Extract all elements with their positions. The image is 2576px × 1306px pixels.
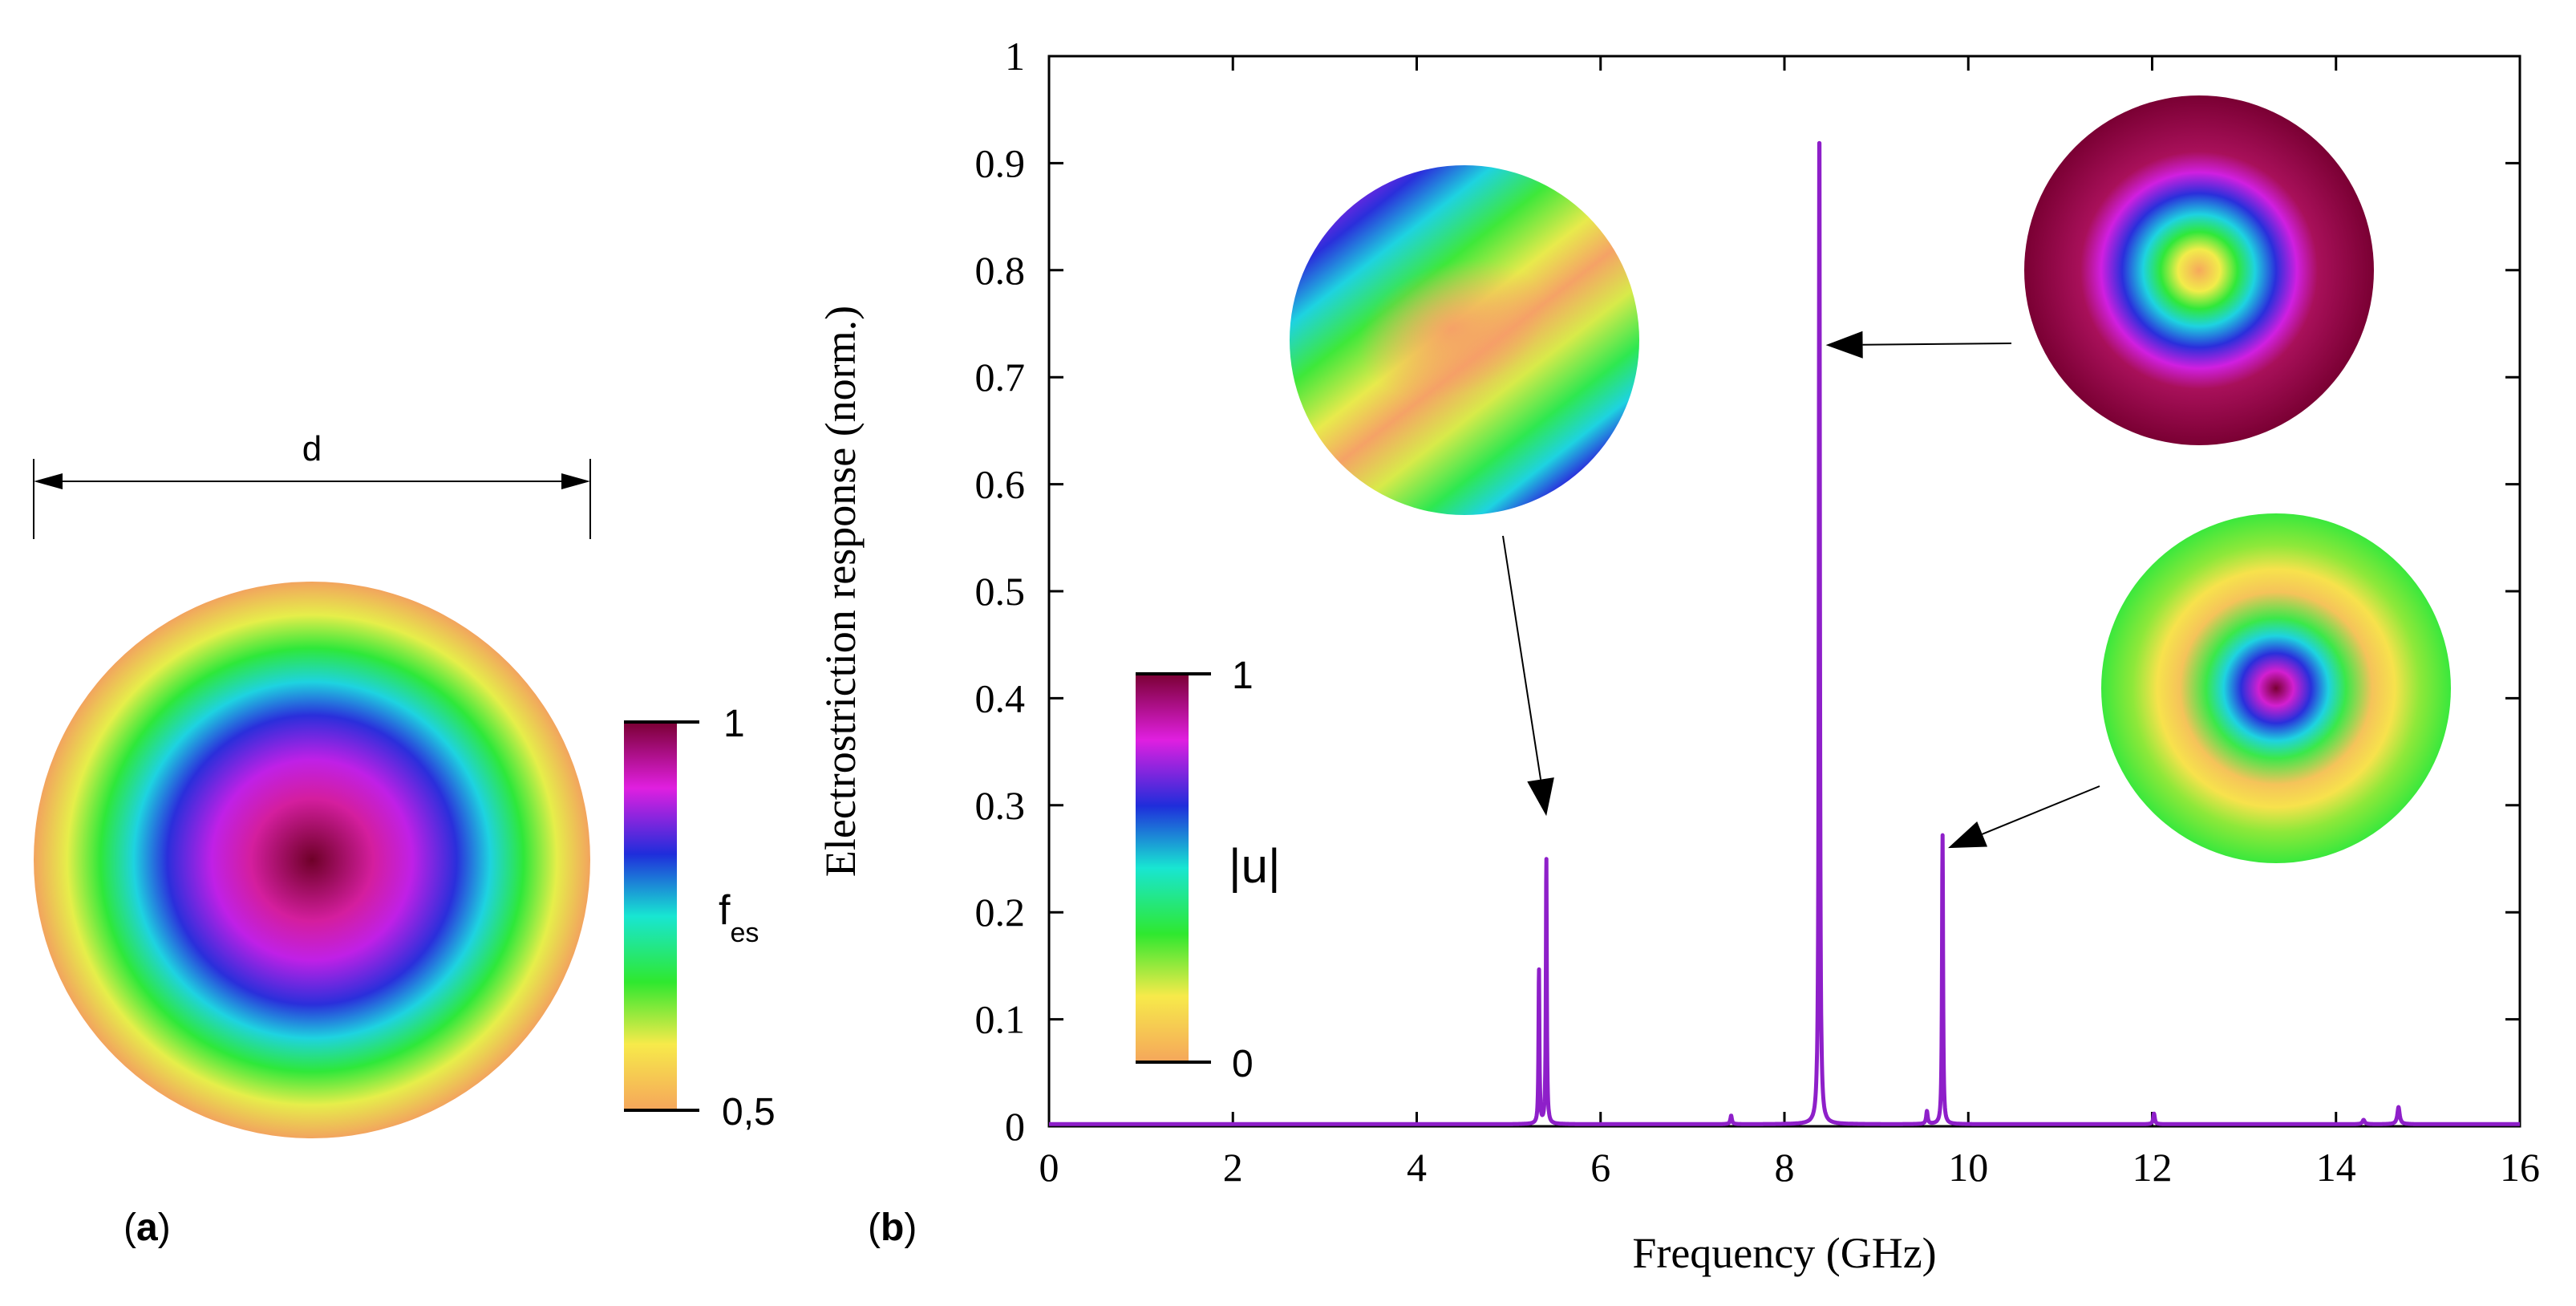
panel-a-paren-close: ) bbox=[158, 1207, 171, 1249]
colorbar-u-min-label: 0 bbox=[1232, 1043, 1254, 1085]
panel-a-label: (a) bbox=[124, 1207, 171, 1249]
panel-b-paren-close: ) bbox=[904, 1207, 917, 1249]
x-tick-label: 8 bbox=[1775, 1145, 1795, 1190]
x-tick-label: 10 bbox=[1948, 1145, 1988, 1190]
panel-b: (b) 0 2 4 6 8 10 12 14 1600.10.20.30.40.50.60.70… bbox=[816, 34, 2540, 1277]
x-axis-title: Frequency (GHz) bbox=[1632, 1229, 1936, 1277]
panel-a-letter: a bbox=[136, 1207, 158, 1249]
y-tick-label: 0 bbox=[1005, 1104, 1025, 1149]
x-tick-label: 2 bbox=[1223, 1145, 1243, 1190]
colorbar-u-max-label: 1 bbox=[1232, 655, 1254, 697]
panel-b-label: (b) bbox=[868, 1207, 917, 1249]
annotation-arrowhead-8ghz bbox=[1825, 331, 1863, 359]
x-tick-label: 12 bbox=[2132, 1145, 2173, 1190]
dimension-label: d bbox=[302, 429, 322, 468]
panel-b-letter: b bbox=[881, 1207, 904, 1249]
mode-map-5ghz bbox=[1290, 165, 1639, 515]
annotation-arrowhead-10ghz bbox=[1948, 821, 1988, 849]
colorbar-u-variable: |u| bbox=[1229, 839, 1281, 893]
annotation-arrow-10ghz bbox=[1982, 785, 2100, 835]
x-tick-label: 6 bbox=[1590, 1145, 1610, 1190]
colorbar-fes-var-main: f bbox=[719, 887, 731, 934]
y-tick-label: 0.9 bbox=[975, 140, 1026, 185]
response-line bbox=[1047, 140, 2522, 1126]
axis-tick-labels: 0 2 4 6 8 10 12 14 1600.10.20.30.40.50.60.70.80.… bbox=[975, 34, 2541, 1190]
y-tick-label: 0.7 bbox=[975, 355, 1026, 400]
panel-a: d 1 0,5 fes (a) bbox=[33, 429, 776, 1249]
colorbar-fes-min-label: 0,5 bbox=[722, 1091, 776, 1134]
y-tick-label: 0.2 bbox=[975, 890, 1026, 935]
mode-map-5ghz-hotspot bbox=[1358, 260, 1545, 398]
y-tick-label: 0.3 bbox=[975, 783, 1026, 828]
annotation-arrow-5ghz bbox=[1502, 535, 1542, 780]
x-tick-label: 16 bbox=[2500, 1145, 2540, 1190]
annotation-arrow-8ghz bbox=[1862, 343, 2012, 346]
panel-a-paren-open: ( bbox=[124, 1207, 136, 1249]
y-tick-label: 0.5 bbox=[975, 569, 1026, 614]
dimension-arrowhead-right bbox=[561, 473, 590, 489]
colorbar-fes bbox=[624, 722, 677, 1110]
y-axis-title: Electrostriction response (norm.) bbox=[816, 306, 865, 877]
colorbar-fes-max-label: 1 bbox=[723, 703, 745, 745]
y-tick-label: 0.8 bbox=[975, 248, 1026, 293]
colorbar-fes-var-sub: es bbox=[730, 918, 759, 948]
y-tick-label: 1 bbox=[1005, 34, 1025, 79]
colorbar-u bbox=[1136, 674, 1189, 1062]
mode-map-8ghz bbox=[2024, 95, 2374, 445]
y-tick-label: 0.6 bbox=[975, 462, 1026, 507]
colorbar-fes-variable: fes bbox=[719, 887, 759, 948]
dimension-arrowhead-left bbox=[34, 473, 63, 489]
x-tick-label: 0 bbox=[1039, 1145, 1059, 1190]
mode-map-10ghz bbox=[2101, 513, 2451, 863]
x-tick-label: 14 bbox=[2316, 1145, 2356, 1190]
annotation-arrowhead-5ghz bbox=[1527, 777, 1554, 817]
y-tick-label: 0.1 bbox=[975, 997, 1026, 1042]
x-tick-label: 4 bbox=[1407, 1145, 1427, 1190]
panel-b-paren-open: ( bbox=[868, 1207, 881, 1249]
y-tick-label: 0.4 bbox=[975, 675, 1026, 720]
mode-disc-fes bbox=[34, 582, 590, 1138]
